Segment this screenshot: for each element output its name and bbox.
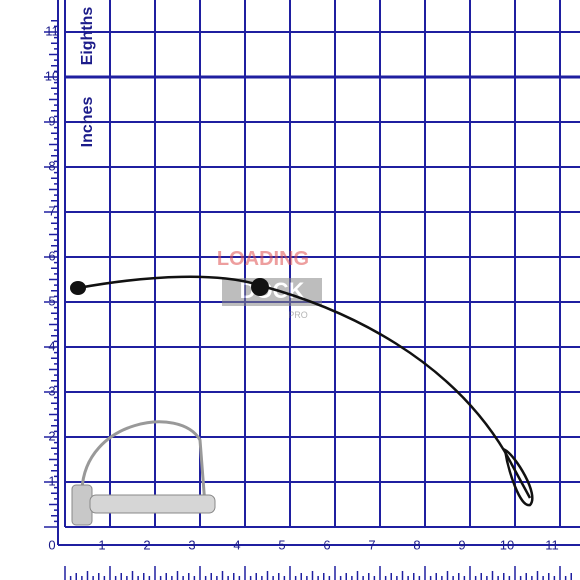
watermark-text: PRO — [288, 310, 308, 320]
watermark: LOADING DOCK PRO — [217, 248, 322, 320]
y-label: 5 — [48, 293, 55, 308]
cable-ring — [251, 278, 269, 296]
x-label: 5 — [278, 537, 285, 552]
x-label: 3 — [188, 537, 195, 552]
y-label: 9 — [48, 113, 55, 128]
y-label: 7 — [48, 203, 55, 218]
y-label: 4 — [48, 338, 55, 353]
lanyard-cable — [70, 275, 534, 507]
x-label: 11 — [545, 537, 559, 552]
watermark-box — [222, 278, 322, 306]
pin-head — [71, 484, 93, 526]
inches-label: Inches — [79, 97, 96, 148]
ruler-labels: 1 2 3 4 5 6 7 8 9 10 11 0 1 2 3 4 5 6 7 8 9 10 11 — [45, 23, 559, 552]
x-label: 10 — [500, 537, 514, 552]
x-label: 9 — [458, 537, 465, 552]
pin-bail — [80, 420, 207, 506]
x-label: 4 — [233, 537, 240, 552]
x-label: 7 — [368, 537, 375, 552]
x-label: 8 — [413, 537, 420, 552]
y-label: 10 — [45, 68, 59, 83]
watermark-text: LOADING — [217, 248, 309, 270]
grid — [44, 0, 580, 580]
x-label: 0 — [48, 537, 55, 552]
cable — [77, 275, 532, 499]
eighths-label: Eighths — [79, 7, 96, 66]
x-label: 1 — [98, 537, 105, 552]
y-label: 6 — [48, 248, 55, 263]
y-label: 2 — [48, 428, 55, 443]
pin-shaft — [89, 494, 216, 514]
y-label: 1 — [48, 473, 55, 488]
linch-pin — [71, 420, 216, 526]
x-label: 6 — [323, 537, 330, 552]
x-label: 2 — [143, 537, 150, 552]
cable-end — [70, 281, 86, 295]
cable-loop — [503, 447, 534, 507]
y-label: 3 — [48, 383, 55, 398]
y-label: 8 — [48, 158, 55, 173]
y-label: 11 — [45, 23, 59, 38]
